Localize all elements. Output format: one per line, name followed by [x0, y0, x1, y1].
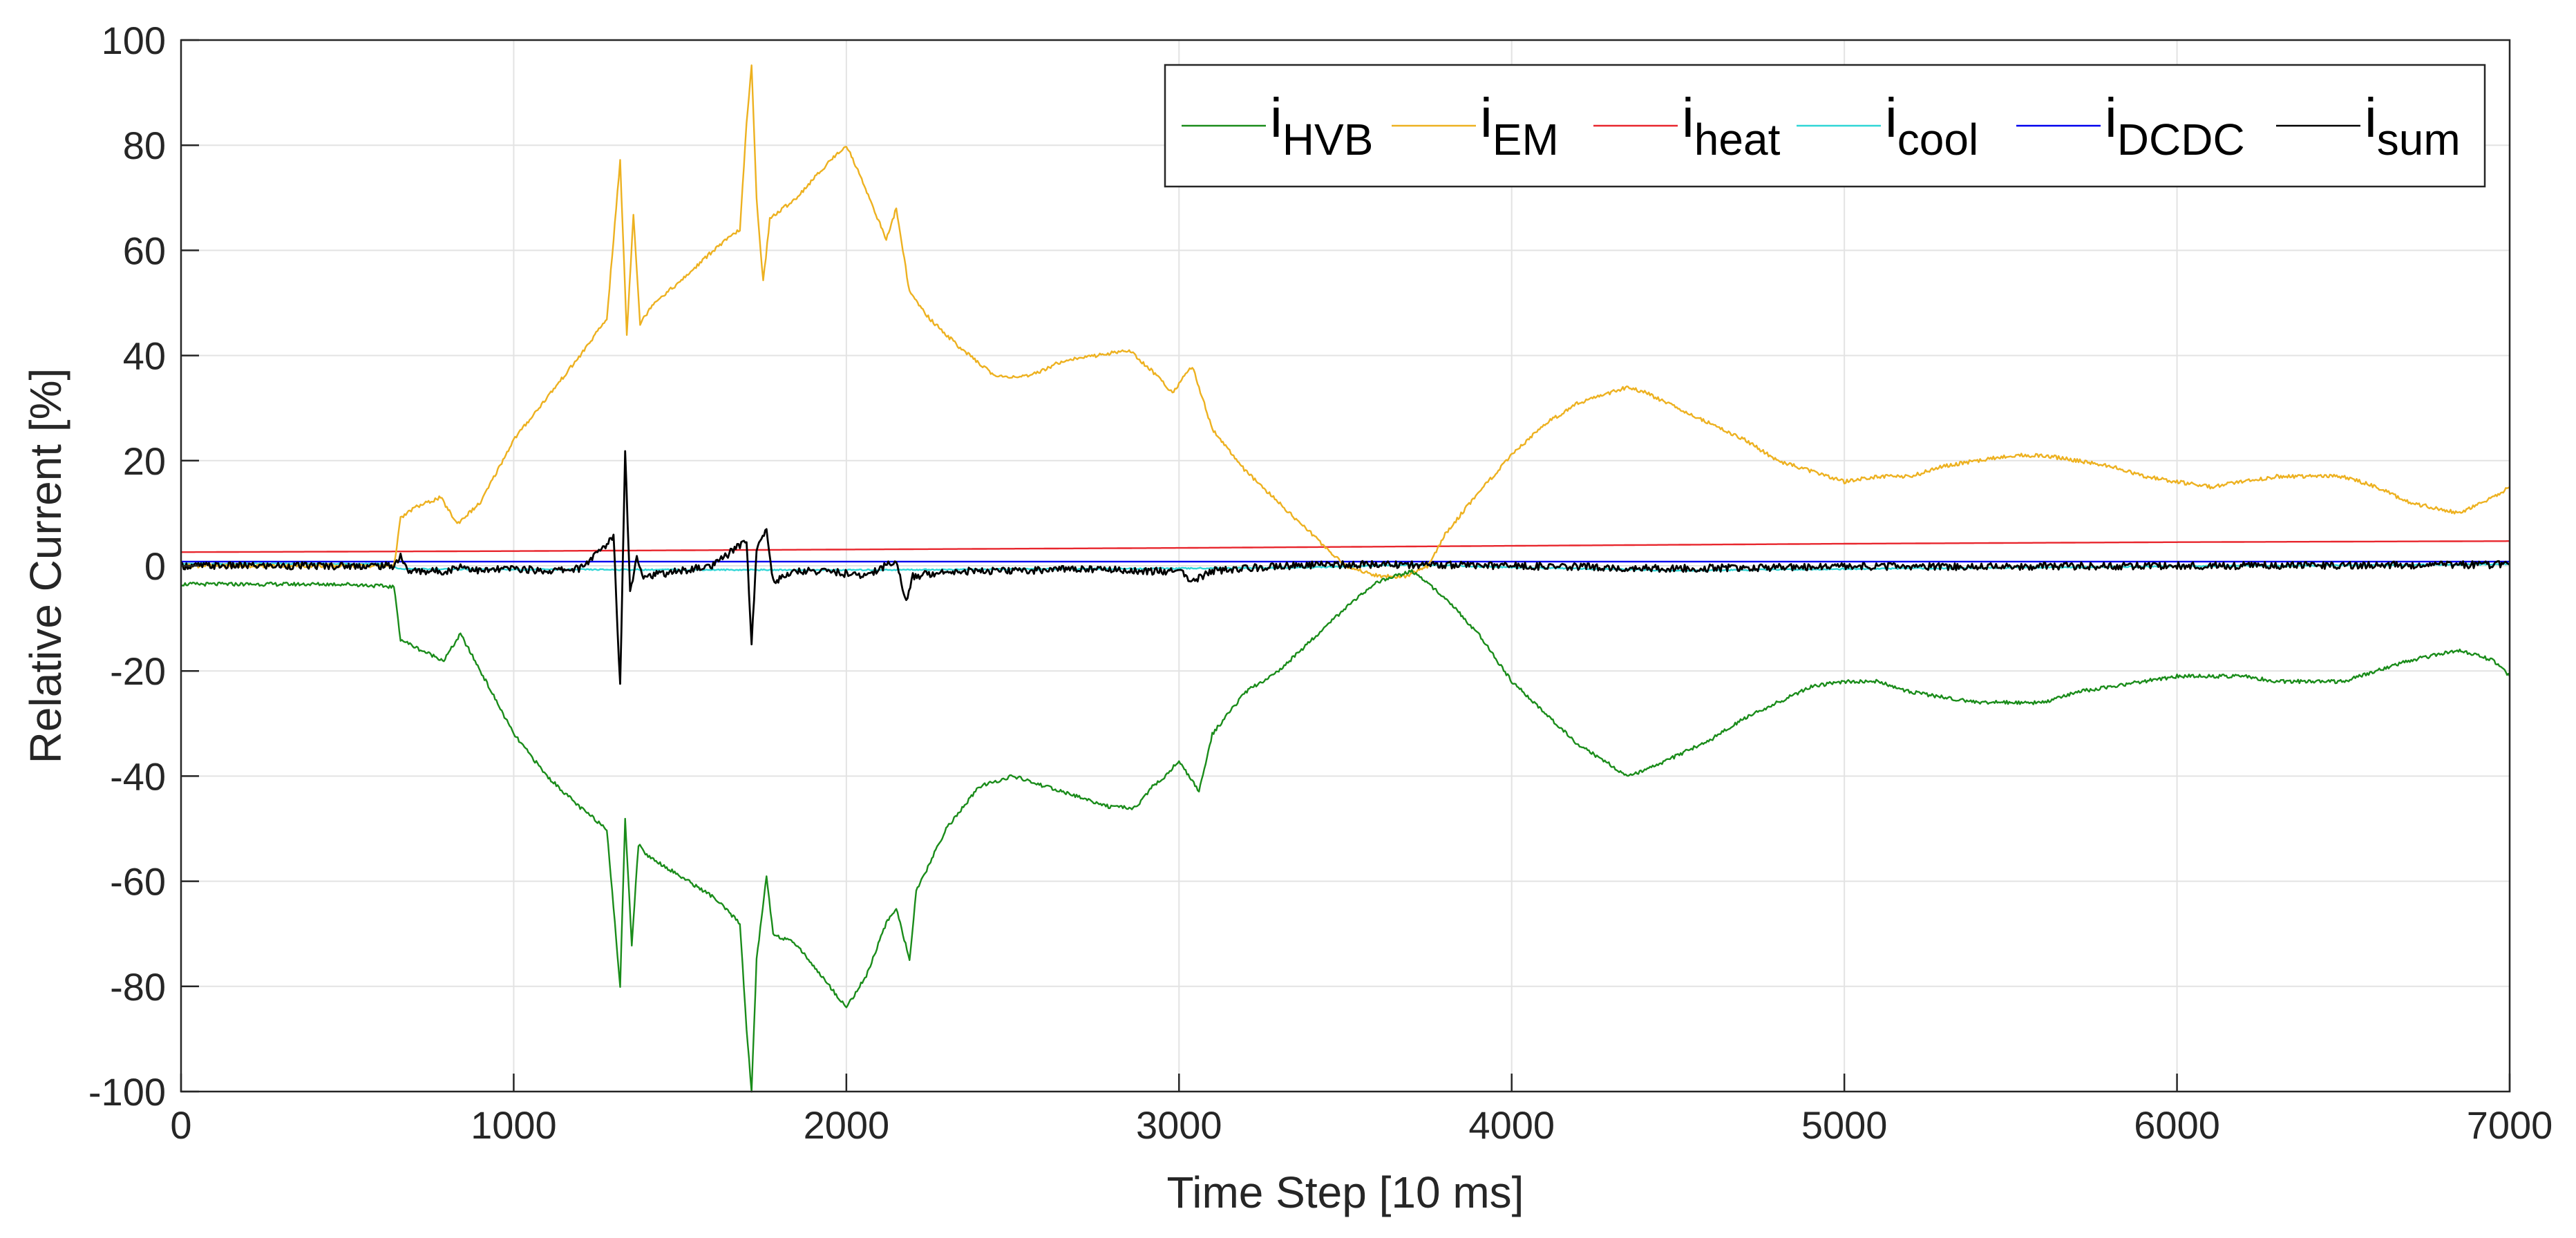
legend-label-i_HVB: iHVB: [1270, 87, 1373, 164]
x-tick-label-1: 1000: [471, 1103, 557, 1147]
x-tick-label-5: 5000: [1801, 1103, 1888, 1147]
y-tick-label-5: 0: [144, 544, 166, 588]
series-line-i_HVB: [180, 569, 2511, 1093]
legend-label-i_cool: icool: [1885, 87, 1978, 164]
series-lines: [180, 64, 2511, 1093]
x-tick-label-0: 0: [170, 1103, 191, 1147]
legend-label-i_heat: iheat: [1682, 87, 1781, 164]
x-axis-label: Time Step [10 ms]: [1167, 1168, 1524, 1217]
y-tick-label-6: 20: [123, 439, 166, 483]
y-axis-label: Relative Current [%]: [21, 368, 70, 764]
x-tick-label-3: 3000: [1136, 1103, 1222, 1147]
y-tick-label-8: 60: [123, 229, 166, 272]
legend-label-i_DCDC: iDCDC: [2105, 87, 2245, 164]
x-tick-label-6: 6000: [2134, 1103, 2220, 1147]
series-line-i_heat: [181, 540, 2510, 553]
series-line-i_sum: [180, 450, 2510, 685]
y-tick-label-7: 40: [123, 334, 166, 378]
y-tick-label-4: -20: [110, 649, 166, 693]
legend-label-i_sum: isum: [2365, 87, 2461, 164]
y-tick-label-1: -80: [110, 965, 166, 1009]
x-tick-label-4: 4000: [1468, 1103, 1555, 1147]
x-tick-label-2: 2000: [804, 1103, 890, 1147]
y-tick-label-2: -60: [110, 860, 166, 904]
legend-label-i_EM: iEM: [1480, 87, 1559, 164]
legend: iHVB iEM iheat icool iDCDC isum: [1164, 64, 2486, 188]
y-tick-label-0: -100: [88, 1070, 166, 1114]
y-tick-label-9: 80: [123, 124, 166, 167]
y-tick-label-3: -40: [110, 754, 166, 798]
axis-ticks: 0 1000 2000 3000 4000 5000 6000 7000-100-80-60-…: [88, 19, 2553, 1147]
y-tick-label-10: 100: [102, 19, 166, 62]
x-tick-label-7: 7000: [2467, 1103, 2553, 1147]
